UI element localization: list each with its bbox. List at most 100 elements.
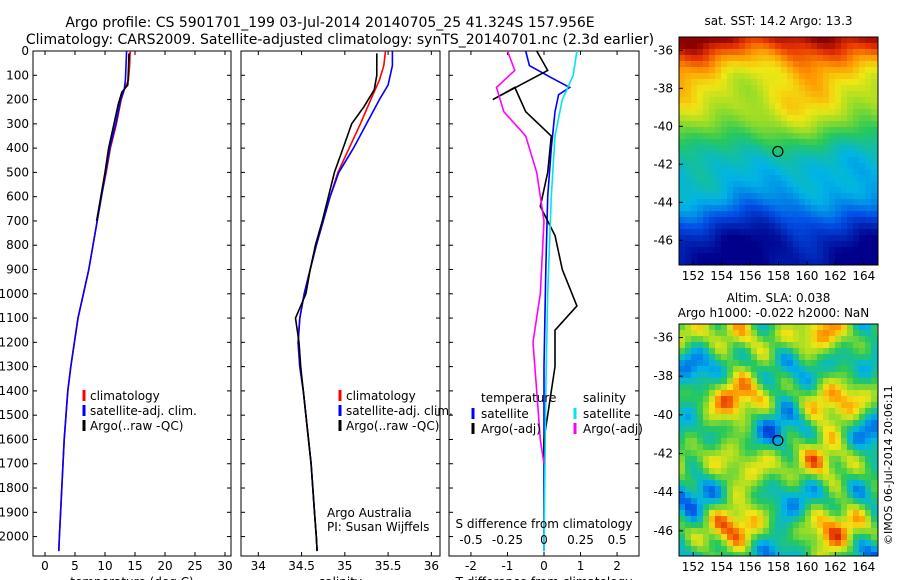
map-cell	[685, 205, 691, 211]
map-cell	[769, 49, 775, 55]
map-cell	[847, 522, 853, 528]
map-cell	[709, 49, 715, 55]
map-cell	[727, 133, 733, 139]
map-cell	[787, 336, 793, 342]
map-cell	[853, 199, 859, 205]
map-cell	[793, 408, 799, 414]
map-cell	[685, 378, 691, 384]
map-cell	[709, 408, 715, 414]
map-cell	[847, 540, 853, 546]
map-cell	[841, 396, 847, 402]
map-cell	[769, 486, 775, 492]
map-cell	[727, 396, 733, 402]
map-cell	[757, 336, 763, 342]
map-cell	[769, 163, 775, 169]
map-cell	[817, 414, 823, 420]
map-cell	[751, 522, 757, 528]
map-cell	[865, 223, 871, 229]
map-cell	[787, 85, 793, 91]
map-cell	[691, 540, 697, 546]
s-tick-label: 0	[540, 533, 548, 547]
map-cell	[811, 414, 817, 420]
map-cell	[841, 247, 847, 253]
map-cell	[799, 324, 805, 330]
map-cell	[703, 73, 709, 79]
map-cell	[709, 169, 715, 175]
map-cell	[769, 55, 775, 61]
map-cell	[733, 384, 739, 390]
map-cell	[727, 157, 733, 163]
map-cell	[745, 378, 751, 384]
map-cell	[781, 492, 787, 498]
map-cell	[805, 354, 811, 360]
map-cell	[691, 534, 697, 540]
map-cell	[751, 504, 757, 510]
map-cell	[721, 259, 727, 265]
map-cell	[775, 157, 781, 163]
map-cell	[793, 91, 799, 97]
map-cell	[793, 43, 799, 49]
map-cell	[775, 97, 781, 103]
map-cell	[847, 79, 853, 85]
map-cell	[787, 187, 793, 193]
map-cell	[721, 522, 727, 528]
map-cell	[727, 247, 733, 253]
map-cell	[811, 510, 817, 516]
map-cell	[859, 396, 865, 402]
map-cell	[679, 145, 685, 151]
map-cell	[865, 462, 871, 468]
map-cell	[691, 384, 697, 390]
map-cell	[781, 103, 787, 109]
map-cell	[697, 103, 703, 109]
map-cell	[709, 157, 715, 163]
map-cell	[835, 402, 841, 408]
map-cell	[763, 49, 769, 55]
map-cell	[685, 187, 691, 193]
map-cell	[763, 169, 769, 175]
legend-label: Argo(-adj)	[481, 422, 541, 436]
map-cell	[739, 324, 745, 330]
map-cell	[847, 169, 853, 175]
map-cell	[787, 546, 793, 552]
map-cell	[805, 205, 811, 211]
map-cell	[751, 468, 757, 474]
map-cell	[841, 444, 847, 450]
map-cell	[721, 139, 727, 145]
map-cell	[757, 259, 763, 265]
map-cell	[805, 414, 811, 420]
map-cell	[781, 402, 787, 408]
map-cell	[721, 67, 727, 73]
map-cell	[685, 486, 691, 492]
map-cell	[811, 474, 817, 480]
map-cell	[703, 217, 709, 223]
map-cell	[751, 450, 757, 456]
map-cell	[763, 396, 769, 402]
map-cell	[757, 211, 763, 217]
map-cell	[781, 109, 787, 115]
map-cell	[799, 468, 805, 474]
map-cell	[697, 366, 703, 372]
map-cell	[853, 205, 859, 211]
map-cell	[721, 456, 727, 462]
map-cell	[709, 85, 715, 91]
map-cell	[793, 540, 799, 546]
map-cell	[841, 253, 847, 259]
map-cell	[817, 360, 823, 366]
map-cell	[781, 49, 787, 55]
map-cell	[721, 235, 727, 241]
map-cell	[775, 61, 781, 67]
map-cell	[757, 354, 763, 360]
map-cell	[775, 360, 781, 366]
map-cell	[841, 139, 847, 145]
x-tick-label: 25	[187, 559, 202, 573]
map-cell	[865, 85, 871, 91]
map-cell	[727, 43, 733, 49]
map-cell	[679, 43, 685, 49]
map-cell	[751, 486, 757, 492]
map-cell	[721, 324, 727, 330]
map-cell	[799, 103, 805, 109]
map-cell	[739, 163, 745, 169]
map-cell	[709, 426, 715, 432]
map-cell	[733, 247, 739, 253]
map-cell	[829, 342, 835, 348]
